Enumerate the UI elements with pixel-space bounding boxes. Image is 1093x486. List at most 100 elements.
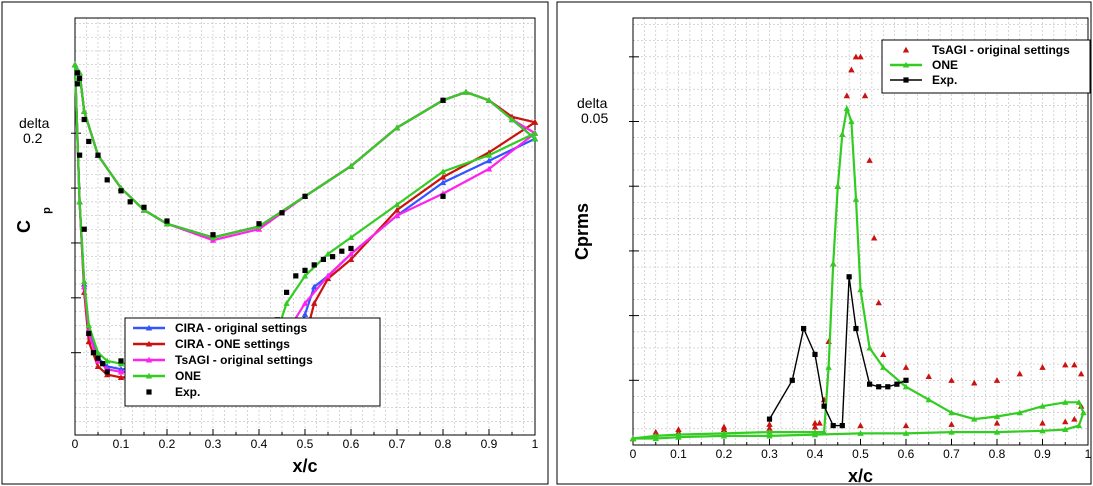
data-point [324,272,332,279]
data-point [812,351,818,358]
data-point [302,193,308,199]
x-tick-label: 0.2 [159,437,176,451]
data-point [393,124,401,131]
data-point [857,430,864,436]
data-point [104,177,110,183]
data-point [339,248,345,254]
data-point [948,421,955,427]
data-point [439,179,447,186]
x-tick-label: 0.3 [205,437,222,451]
x-tick-label: 0 [72,437,79,451]
data-point [393,206,401,213]
x-tick-label: 0.5 [852,447,869,461]
data-point [279,210,285,216]
legend-label: ONE [932,58,958,72]
data-point [348,245,354,252]
data-point [86,330,92,337]
x-tick-label: 0.1 [670,447,687,461]
legend-label: Exp. [932,73,957,87]
series-tsagi-original-settings [629,53,1085,442]
data-point [77,152,83,158]
series-exp [766,274,909,429]
data-point [94,349,102,356]
data-point [141,204,147,210]
data-point [320,256,326,263]
data-point [766,428,773,435]
legend-label: CIRA - ONE settings [175,337,290,351]
legend-box [124,317,381,407]
legend-entry-one: ONE [133,369,201,383]
data-point [256,221,262,227]
data-point [301,272,309,279]
legend-label: Exp. [175,385,200,399]
data-point [118,188,124,194]
data-point [948,428,955,435]
data-point [948,377,955,383]
legend-entry-exp: Exp. [890,73,957,87]
data-point [766,421,773,427]
data-point [766,424,773,431]
data-point [311,283,318,290]
data-point [1071,361,1078,368]
data-point [76,198,83,205]
legend-marker-swatch [903,77,909,83]
data-point [925,396,932,403]
x-tick-label: 0.7 [943,447,960,461]
legend-label: TsAGI - original settings [175,353,313,367]
legend-entry-tsagi-original-settings: TsAGI - original settings [902,43,1070,57]
x-tick-label: 0.2 [716,447,733,461]
data-point [118,358,124,364]
legend-marker-swatch [146,389,152,395]
data-point [876,384,882,390]
series-one [629,104,1087,442]
data-point [902,383,910,390]
data-point [531,130,539,136]
data-point [870,234,878,241]
data-point [866,157,873,163]
data-point [81,226,87,232]
delta-value: 0.2 [23,130,43,146]
data-point [440,193,446,199]
legend-entry-cira-one-settings: CIRA - ONE settings [133,337,290,351]
data-point [347,250,355,257]
data-point [816,419,823,426]
data-point [993,377,1001,383]
panel-frame [556,1,1092,485]
panel-frame [1,1,549,485]
data-point [531,135,539,142]
y-axis-label: C [14,220,34,233]
x-tick-label: 0.7 [389,437,406,451]
data-point [485,97,493,103]
data-point [811,419,819,426]
data-point [85,338,92,345]
data-point [839,422,845,429]
data-point [766,416,773,422]
data-point [902,364,910,370]
data-point [440,97,446,103]
data-point [1039,364,1046,370]
legend-marker-swatch [145,340,153,347]
data-point [74,70,80,76]
x-tick-label: 0.4 [807,447,824,461]
data-point [948,409,955,416]
data-point [852,53,860,60]
x-tick-label: 1 [532,437,539,451]
x-tick-label: 0.9 [1034,447,1051,461]
data-point [293,273,299,279]
grid-lines [632,18,1089,446]
data-point [1016,409,1023,416]
data-point [1062,399,1069,405]
data-point [508,116,516,123]
x-tick-label: 0.8 [989,447,1006,461]
data-point [284,289,290,295]
data-point [880,364,887,370]
delta-label: delta [19,115,50,131]
data-point [971,415,978,422]
data-point [283,300,290,306]
data-point [485,157,493,164]
data-point [801,325,807,332]
data-point [1075,399,1083,405]
data-point [1039,419,1046,426]
data-point [301,300,309,306]
